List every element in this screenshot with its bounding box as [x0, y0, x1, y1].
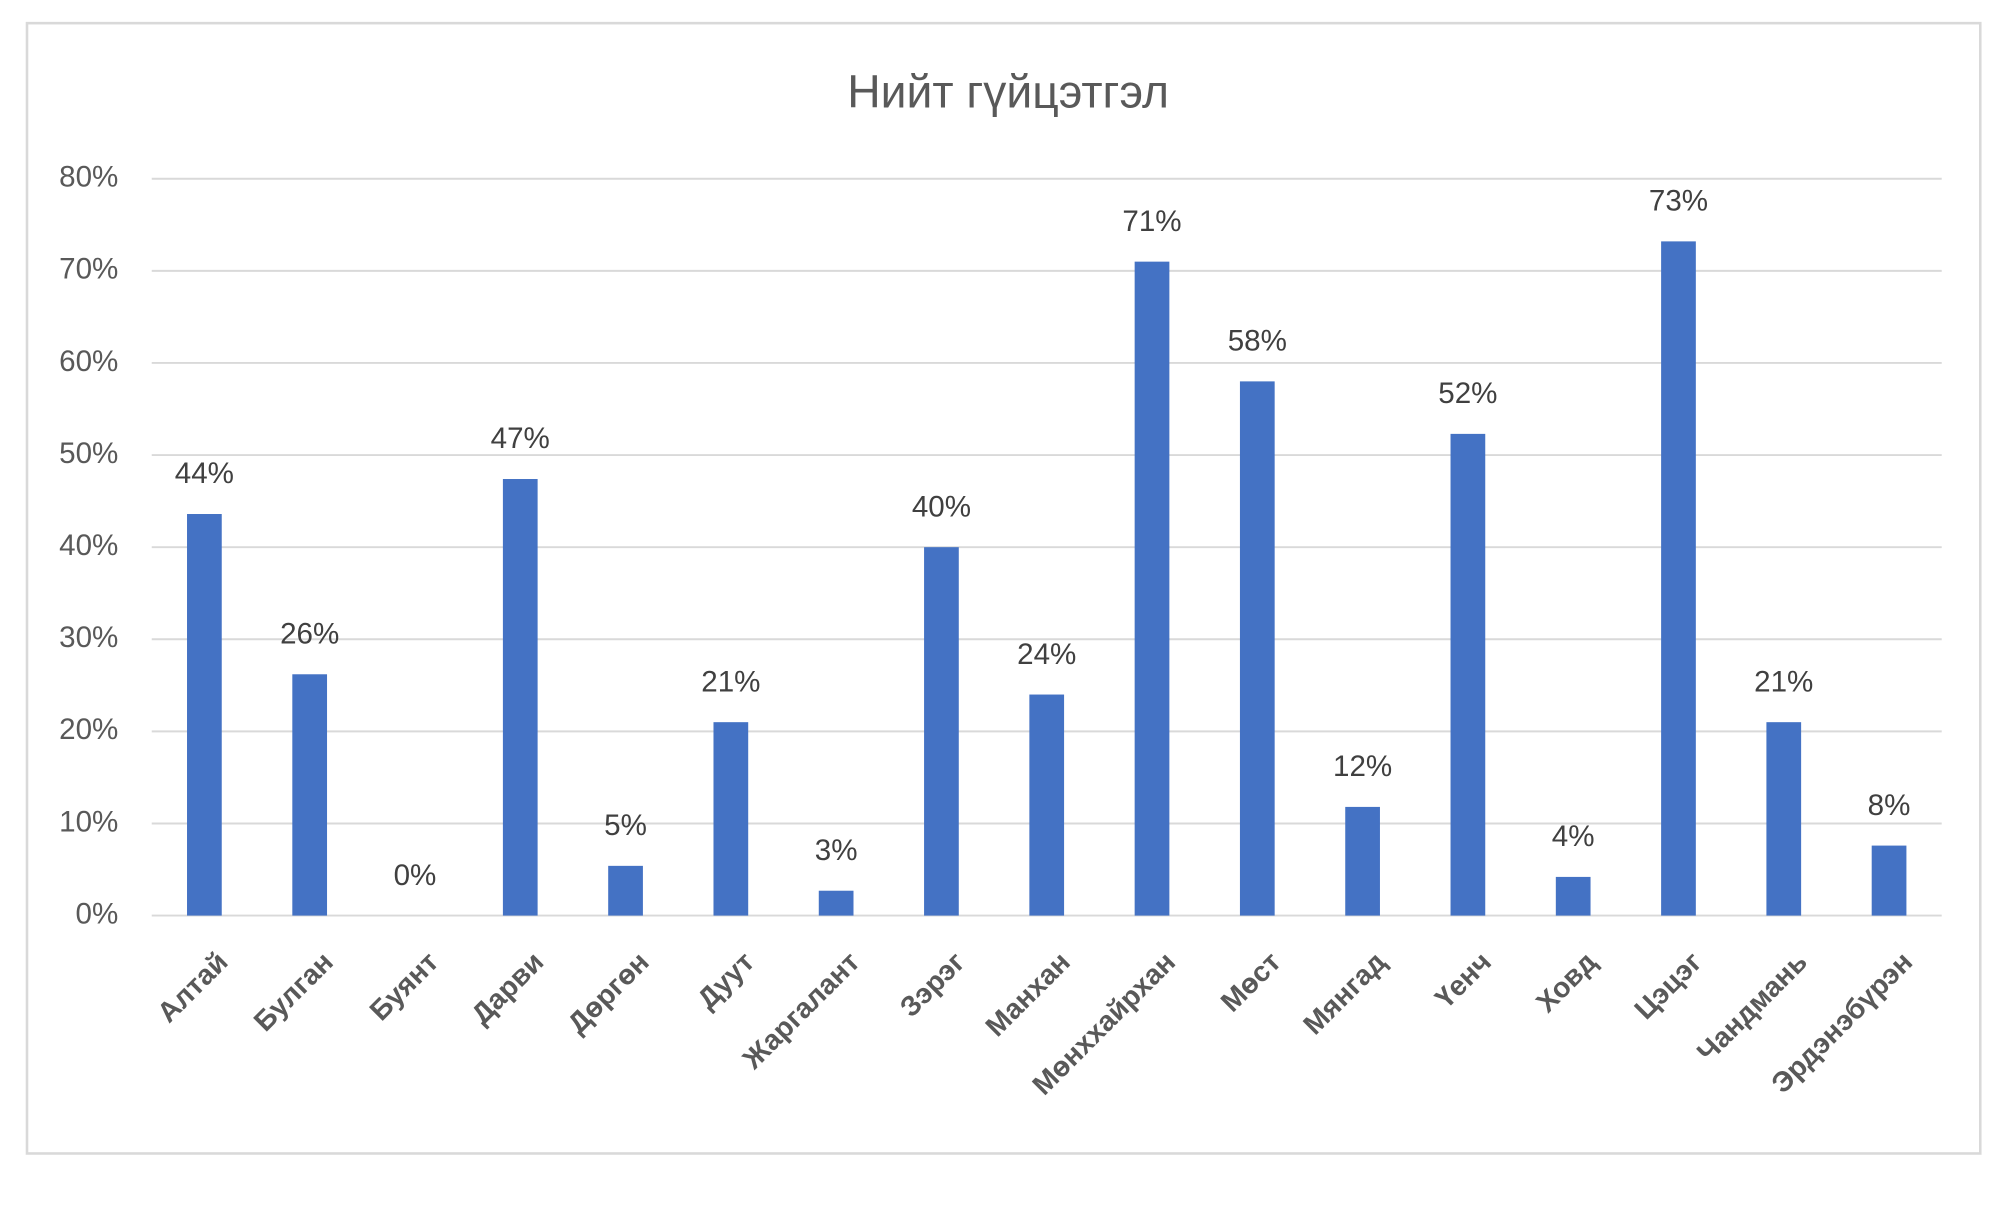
y-tick-label: 30% — [59, 621, 118, 654]
data-label: 3% — [815, 834, 858, 867]
data-label: 24% — [1017, 638, 1076, 671]
data-label: 44% — [175, 457, 234, 490]
bar — [924, 547, 959, 916]
chart-frame — [25, 21, 1982, 1155]
data-label: 47% — [491, 422, 550, 455]
bar — [1766, 722, 1802, 916]
y-tick-label: 80% — [59, 161, 118, 194]
bar — [1661, 241, 1696, 916]
bar — [1345, 806, 1380, 916]
y-tick-label: 50% — [59, 437, 118, 470]
bar — [292, 674, 328, 916]
data-label: 8% — [1868, 789, 1911, 822]
bar — [713, 722, 749, 916]
data-label: 0% — [394, 859, 437, 892]
bar — [502, 479, 538, 916]
bar — [187, 514, 222, 916]
chart-title: Нийт гүйцэтгэл — [847, 65, 1169, 117]
bar — [1134, 261, 1170, 916]
data-label: 40% — [912, 490, 971, 523]
data-label: 21% — [1754, 665, 1813, 698]
y-tick-label: 60% — [59, 345, 118, 378]
y-tick-label: 0% — [76, 897, 119, 930]
bar — [1871, 845, 1907, 916]
y-tick-label: 70% — [59, 253, 118, 286]
bar — [1555, 876, 1591, 916]
data-label: 26% — [280, 618, 339, 651]
data-label: 58% — [1228, 325, 1287, 358]
bar — [1239, 381, 1275, 916]
data-label: 4% — [1552, 820, 1595, 853]
bar — [1450, 433, 1486, 916]
y-tick-label: 40% — [59, 529, 118, 562]
data-label: 21% — [701, 665, 760, 698]
bar — [818, 890, 854, 916]
y-tick-label: 20% — [59, 713, 118, 746]
bar — [1029, 694, 1065, 916]
data-label: 12% — [1333, 750, 1392, 783]
bar — [608, 865, 643, 916]
data-label: 5% — [604, 809, 647, 842]
y-tick-label: 10% — [59, 805, 118, 838]
data-label: 73% — [1649, 185, 1708, 218]
data-label: 52% — [1438, 377, 1497, 410]
data-label: 71% — [1122, 205, 1181, 238]
